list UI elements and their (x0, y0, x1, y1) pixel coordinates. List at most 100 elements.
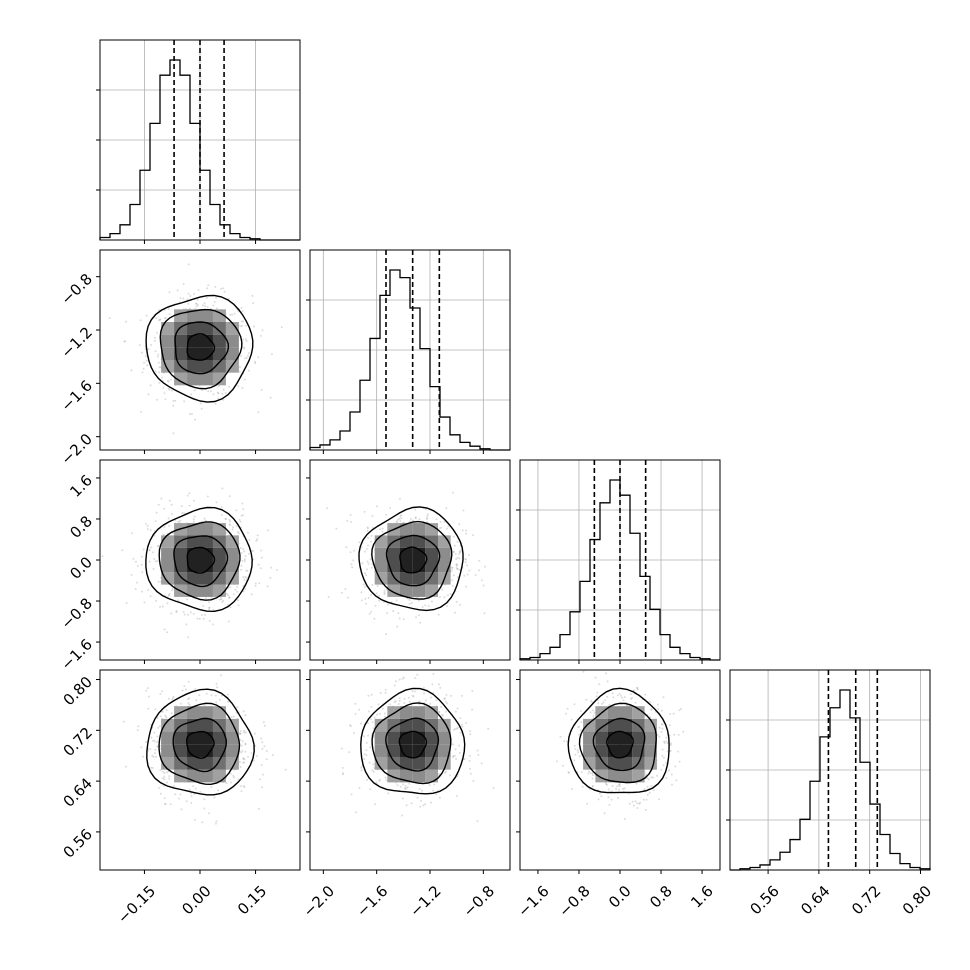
scatter-point (229, 586, 232, 589)
scatter-point (150, 766, 153, 769)
scatter-point (646, 793, 649, 796)
scatter-point (257, 563, 260, 566)
scatter-point (159, 715, 162, 718)
y-tick-label: 0.72 (60, 724, 96, 760)
scatter-point (193, 515, 196, 518)
density-cell (225, 535, 239, 548)
scatter-point (662, 764, 665, 767)
scatter-point (394, 700, 397, 703)
scatter-point (668, 724, 671, 727)
scatter-point (611, 790, 613, 793)
scatter-point (445, 710, 447, 713)
scatter-point (417, 614, 420, 617)
scatter-point (446, 527, 448, 530)
scatter-point (445, 770, 448, 773)
contour-line (186, 333, 216, 361)
scatter-point (170, 612, 173, 615)
scatter-point (202, 605, 205, 607)
scatter-point (455, 566, 458, 569)
scatter-point (247, 755, 250, 758)
scatter-point (465, 532, 468, 535)
scatter-point (183, 512, 186, 515)
scatter-point (199, 402, 202, 405)
scatter-point (645, 777, 648, 780)
scatter-point (195, 699, 198, 702)
scatter-point (140, 555, 143, 558)
scatter-point (242, 785, 245, 787)
scatter-point (260, 549, 263, 552)
density-cell (200, 756, 213, 770)
scatter-point (455, 564, 458, 567)
scatter-point (352, 559, 355, 562)
scatter-point (148, 549, 151, 552)
scatter-point (408, 602, 411, 605)
scatter-point (393, 684, 396, 687)
scatter-point (455, 558, 458, 560)
scatter-point (410, 602, 413, 604)
scatter-point (364, 585, 366, 588)
scatter-point (235, 525, 238, 527)
scatter-point (164, 398, 167, 401)
scatter-point (360, 599, 363, 602)
density-cell (595, 756, 608, 770)
scatter-point (372, 763, 375, 766)
scatter-point (648, 791, 651, 794)
scatter-point (677, 750, 680, 753)
scatter-point (242, 757, 245, 760)
scatter-point (163, 507, 166, 510)
scatter-point (398, 678, 401, 681)
scatter-point (176, 520, 179, 523)
scatter-point (639, 801, 641, 804)
scatter-point (154, 708, 157, 711)
scatter-point (424, 699, 427, 702)
scatter-point (618, 783, 621, 786)
scatter-point (125, 320, 128, 323)
scatter-point (416, 596, 419, 599)
density-cell (200, 584, 213, 597)
scatter-point (413, 690, 416, 693)
scatter-point (159, 769, 162, 772)
scatter-point (367, 596, 370, 599)
scatter-point (161, 376, 163, 379)
scatter-point (142, 548, 145, 551)
scatter-point (438, 710, 441, 713)
density-cell (174, 731, 188, 745)
scatter-point (435, 793, 438, 796)
density-cell (161, 322, 175, 335)
scatter-point (574, 753, 577, 756)
scatter-point (244, 587, 247, 590)
scatter-point (606, 680, 609, 683)
scatter-point (579, 729, 582, 732)
scatter-point (668, 734, 671, 737)
scatter-point (201, 389, 204, 392)
contour-line (186, 546, 216, 574)
density-cell (200, 560, 213, 573)
scatter-point (393, 701, 396, 704)
scatter-point (244, 338, 247, 341)
scatter-point (252, 759, 255, 762)
scatter-point (456, 568, 459, 571)
panel-frame (309, 459, 511, 661)
scatter-point (591, 772, 594, 775)
scatter-point (349, 551, 352, 554)
scatter-point (230, 716, 233, 718)
scatter-point (363, 735, 366, 738)
scatter-point (376, 585, 379, 587)
scatter-point (257, 808, 260, 810)
y-tick-label: 0.0 (66, 553, 96, 583)
scatter-point (238, 370, 241, 373)
scatter-point (254, 362, 257, 365)
scatter-point (589, 772, 592, 775)
scatter-point (389, 703, 392, 706)
scatter-point (358, 541, 361, 544)
density-cell (200, 322, 213, 335)
scatter-point (373, 617, 376, 620)
density-cell (225, 718, 239, 732)
scatter-point (471, 708, 474, 711)
scatter-point (236, 706, 239, 709)
scatter-point (192, 518, 195, 521)
scatter-point (245, 356, 248, 359)
scatter-point (137, 565, 139, 567)
scatter-point (456, 556, 459, 559)
scatter-point (457, 744, 460, 747)
